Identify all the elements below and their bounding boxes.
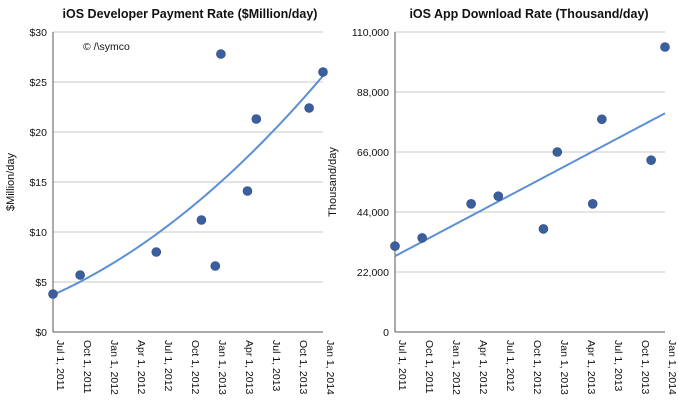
data-point <box>538 224 549 234</box>
y-tick-label: 110,000 <box>352 27 389 39</box>
chart-title: iOS Developer Payment Rate ($Million/day… <box>63 7 318 21</box>
data-point <box>646 155 656 165</box>
x-tick-label: Jul 1, 2013 <box>270 340 282 392</box>
y-tick-label: $20 <box>29 127 47 139</box>
trendline <box>394 112 666 258</box>
x-tick-label: Jan 1, 2012 <box>108 340 120 395</box>
data-point <box>48 289 58 299</box>
y-tick-label: $0 <box>35 327 47 339</box>
x-tick-label: Jul 1, 2013 <box>612 340 624 392</box>
x-tick-label: Jan 1, 2012 <box>450 340 462 395</box>
y-tick-label: $25 <box>29 77 47 89</box>
data-point <box>552 147 563 157</box>
x-tick-label: Jul 1, 2011 <box>396 340 408 391</box>
data-point <box>251 114 262 124</box>
x-tick-label: Jan 1, 2014 <box>666 340 678 395</box>
x-tick-label: Apr 1, 2013 <box>585 340 597 394</box>
x-tick-label: Oct 1, 2013 <box>297 340 309 394</box>
x-tick-label: Jan 1, 2013 <box>558 340 570 395</box>
y-tick-label: 0 <box>383 327 389 339</box>
y-tick-label: $10 <box>29 227 47 239</box>
x-tick-label: Jan 1, 2013 <box>216 340 228 395</box>
y-axis-label: $Million/day <box>5 152 17 211</box>
data-point <box>304 103 314 113</box>
trendline <box>52 75 324 296</box>
y-tick-label: 88,000 <box>357 87 389 99</box>
data-point <box>318 67 328 77</box>
chart-title: iOS App Download Rate (Thousand/day) <box>409 7 648 21</box>
data-point <box>597 114 607 125</box>
x-tick-label: Jul 1, 2012 <box>162 340 174 392</box>
y-axis-label: Thousand/day <box>327 147 339 217</box>
data-point <box>75 270 85 280</box>
x-tick-label: Jan 1, 2014 <box>324 340 336 395</box>
y-tick-label: 44,000 <box>357 207 389 219</box>
x-tick-label: Jul 1, 2012 <box>504 340 516 392</box>
data-point <box>660 42 670 52</box>
y-tick-label: 66,000 <box>357 147 389 159</box>
data-point <box>417 233 427 243</box>
data-point <box>587 199 598 209</box>
data-point <box>466 199 476 209</box>
data-point <box>216 49 226 59</box>
x-tick-label: Oct 1, 2013 <box>639 340 651 394</box>
copyright-note: © /\symco <box>83 41 130 53</box>
x-tick-label: Oct 1, 2012 <box>189 340 201 394</box>
data-point <box>493 191 504 201</box>
data-point <box>210 261 221 271</box>
x-tick-label: Oct 1, 2012 <box>531 340 543 394</box>
data-point <box>390 241 400 251</box>
x-tick-label: Apr 1, 2012 <box>135 340 147 394</box>
x-tick-label: Apr 1, 2013 <box>243 340 255 394</box>
x-tick-label: Apr 1, 2012 <box>477 340 489 394</box>
y-tick-label: $5 <box>35 277 47 289</box>
data-point <box>151 247 162 257</box>
data-point <box>242 186 253 196</box>
x-tick-label: Jul 1, 2011 <box>54 340 66 391</box>
x-tick-label: Oct 1, 2011 <box>423 340 435 394</box>
y-tick-label: 22,000 <box>357 267 389 279</box>
y-tick-label: $30 <box>29 27 47 39</box>
x-tick-label: Oct 1, 2011 <box>81 340 93 394</box>
data-point <box>196 215 207 225</box>
y-tick-label: $15 <box>29 177 47 189</box>
